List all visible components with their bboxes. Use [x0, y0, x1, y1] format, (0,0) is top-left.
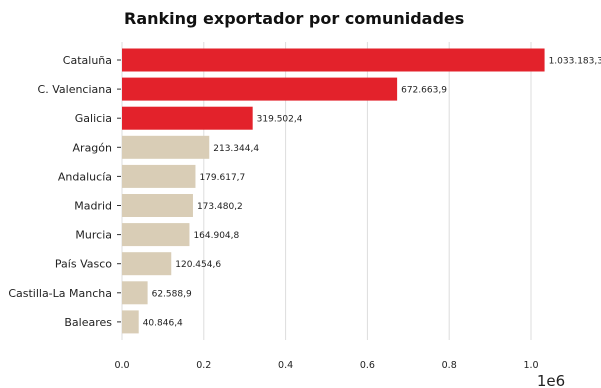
- data-label: 213.344,4: [213, 144, 259, 154]
- category-label: Andalucía: [58, 170, 112, 183]
- category-label: País Vasco: [55, 258, 112, 271]
- category-label: Madrid: [74, 200, 112, 213]
- bar: [122, 252, 172, 276]
- bar: [122, 106, 253, 130]
- bar: [122, 223, 190, 247]
- category-label: Castilla-La Mancha: [8, 287, 112, 300]
- data-label: 179.617,7: [199, 173, 245, 183]
- category-label: Galicia: [75, 112, 112, 125]
- x-tick-label: 0.8: [442, 360, 457, 371]
- data-label: 62.588,9: [152, 289, 192, 299]
- category-label: Cataluña: [63, 54, 112, 67]
- data-label: 672.663,9: [401, 86, 447, 96]
- x-tick-label: 1.0: [523, 360, 538, 371]
- data-label: 319.502,4: [257, 115, 303, 125]
- category-label: Aragón: [73, 141, 113, 154]
- bar: [122, 194, 193, 217]
- chart-title: Ranking exportador por comunidades: [124, 9, 464, 28]
- data-label: 40.846,4: [143, 318, 183, 328]
- bar: [122, 48, 545, 72]
- data-label: 1.033.183,3: [549, 57, 601, 67]
- x-tick-label: 0.4: [278, 360, 293, 371]
- x-tick-label: 0.2: [196, 360, 211, 371]
- bar: [122, 77, 398, 101]
- labels: 0.0 0.2 0.4 0.6 0.8 1.0 Cataluña 1.033.183,3 C. …: [8, 54, 601, 371]
- category-label: Baleares: [64, 316, 112, 329]
- category-label: Murcia: [75, 229, 112, 242]
- x-tick-label: 0.0: [114, 360, 129, 371]
- data-label: 120.454,6: [175, 260, 221, 270]
- bar: [122, 310, 139, 334]
- category-label: C. Valenciana: [38, 83, 112, 96]
- x-offset-label: 1e6: [537, 372, 565, 388]
- bar: [122, 135, 210, 159]
- data-label: 164.904,8: [193, 231, 239, 241]
- data-label: 173.480,2: [197, 202, 243, 212]
- bars: [122, 48, 545, 334]
- x-tick-label: 0.6: [360, 360, 375, 371]
- bar: [122, 281, 148, 305]
- bar: [122, 164, 196, 188]
